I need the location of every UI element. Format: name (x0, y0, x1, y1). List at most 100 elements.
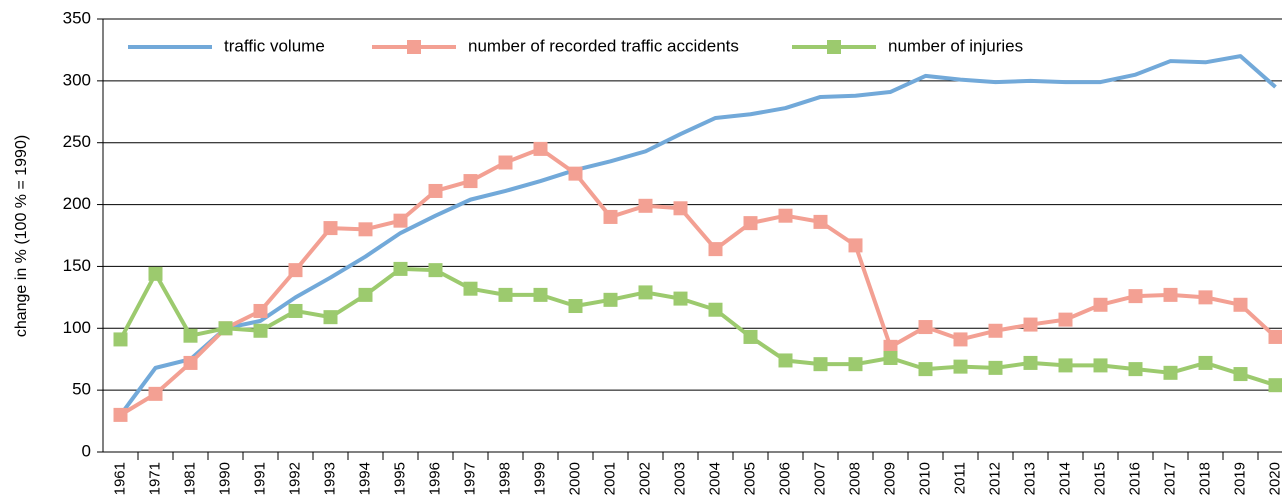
marker (1023, 317, 1038, 332)
marker (1198, 355, 1213, 370)
marker (393, 213, 408, 228)
series-line (119, 146, 1277, 417)
y-tick-label: 0 (82, 441, 91, 460)
marker (918, 320, 933, 335)
x-tick-label: 2013 (1021, 462, 1038, 495)
marker (1093, 358, 1108, 373)
marker (183, 355, 198, 370)
x-tick-label: 2018 (1196, 462, 1213, 495)
x-tick-label: 2011 (951, 462, 968, 494)
y-tick-label: 250 (63, 132, 91, 151)
marker (323, 221, 338, 236)
marker (743, 329, 758, 344)
marker (218, 321, 233, 336)
y-tick-label: 100 (63, 318, 91, 337)
x-tick-label: 2001 (601, 462, 618, 495)
marker (778, 353, 793, 368)
x-tick-label: 2019 (1231, 462, 1248, 495)
marker (1163, 365, 1178, 380)
marker (1058, 312, 1073, 327)
marker (1128, 289, 1143, 304)
marker (708, 242, 723, 257)
marker (358, 287, 373, 302)
x-tick-label: 1993 (321, 462, 338, 495)
y-axis-label: change in % (100 % = 1990) (13, 135, 30, 337)
x-tick-label: 1990 (216, 462, 233, 495)
marker (988, 323, 1003, 338)
x-tick-label: 2006 (776, 462, 793, 495)
marker (498, 287, 513, 302)
x-tick-label: 2010 (916, 462, 933, 495)
x-tick-label: 2015 (1091, 462, 1108, 495)
marker (568, 166, 583, 181)
y-tick-label: 200 (63, 194, 91, 213)
marker (953, 332, 968, 347)
x-tick-label: 2004 (706, 462, 723, 495)
x-tick-label: 2017 (1161, 462, 1178, 495)
marker (428, 183, 443, 198)
marker (988, 360, 1003, 375)
x-tick-label: 1991 (251, 462, 268, 495)
x-tick-label: 2008 (846, 462, 863, 495)
marker (848, 357, 863, 372)
x-tick-label: 1994 (356, 462, 373, 495)
legend-marker (407, 40, 421, 54)
marker (183, 328, 198, 343)
x-tick-label: 1997 (461, 462, 478, 495)
marker (113, 407, 128, 422)
x-tick-label: 2016 (1126, 462, 1143, 495)
marker (533, 287, 548, 302)
marker (1233, 367, 1248, 382)
x-tick-label: 1981 (181, 462, 198, 495)
marker (883, 339, 898, 354)
y-tick-label: 150 (63, 256, 91, 275)
x-tick-label: 1998 (496, 462, 513, 495)
marker (253, 303, 268, 318)
marker (883, 350, 898, 365)
x-tick-label: 2003 (671, 462, 688, 495)
marker (428, 263, 443, 278)
series-line (118, 54, 1277, 417)
marker (358, 222, 373, 237)
marker (323, 310, 338, 325)
x-tick-label: 1961 (111, 462, 128, 495)
marker (673, 201, 688, 216)
marker (848, 238, 863, 253)
legend-label: traffic volume (224, 36, 325, 55)
marker (253, 323, 268, 338)
x-tick-label: 1996 (426, 462, 443, 495)
marker (288, 263, 303, 278)
marker (533, 141, 548, 156)
marker (638, 198, 653, 213)
marker (743, 216, 758, 231)
marker (463, 281, 478, 296)
x-tick-label: 1995 (391, 462, 408, 495)
marker (498, 155, 513, 170)
legend-label: number of injuries (888, 36, 1023, 55)
y-tick-label: 300 (63, 70, 91, 89)
marker (1128, 362, 1143, 377)
marker (1058, 358, 1073, 373)
series-line (118, 266, 1277, 388)
marker (1268, 329, 1282, 344)
x-tick-label: 1971 (146, 462, 163, 495)
marker (1023, 355, 1038, 370)
marker (603, 209, 618, 224)
marker (288, 303, 303, 318)
marker (148, 266, 163, 281)
x-tick-label: 2007 (811, 462, 828, 495)
x-tick-label: 2000 (566, 462, 583, 495)
marker (813, 214, 828, 229)
x-tick-label: 2009 (881, 462, 898, 495)
legend-label: number of recorded traffic accidents (468, 36, 739, 55)
marker (708, 302, 723, 317)
marker (1268, 378, 1282, 393)
x-tick-label: 1992 (286, 462, 303, 495)
marker (568, 299, 583, 314)
x-tick-label: 2002 (636, 462, 653, 495)
x-tick-label: 1999 (531, 462, 548, 495)
marker (393, 261, 408, 276)
marker (953, 359, 968, 374)
x-tick-label: 2005 (741, 462, 758, 495)
